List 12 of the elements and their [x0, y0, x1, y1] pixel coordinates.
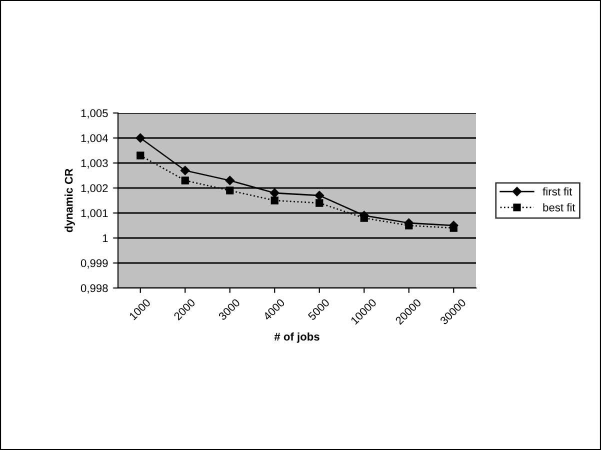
y-tick-label: 0,999 [80, 259, 108, 268]
y-tick-label: 1,003 [81, 159, 108, 168]
y-tick-label: 1,004 [81, 134, 108, 144]
y-tick-label: 0,998 [80, 284, 108, 294]
y-tick-label: 1,002 [81, 184, 108, 194]
x-axis-title: # of jobs [274, 332, 320, 343]
y-tick-label: 1,001 [81, 209, 108, 218]
legend-label: best fit [543, 203, 576, 212]
y-tick-label: 1 [102, 234, 108, 242]
y-axis-title: dynamic CR [64, 168, 75, 232]
y-tick-label: 1,005 [81, 109, 108, 118]
legend-label: first fit [542, 187, 572, 196]
